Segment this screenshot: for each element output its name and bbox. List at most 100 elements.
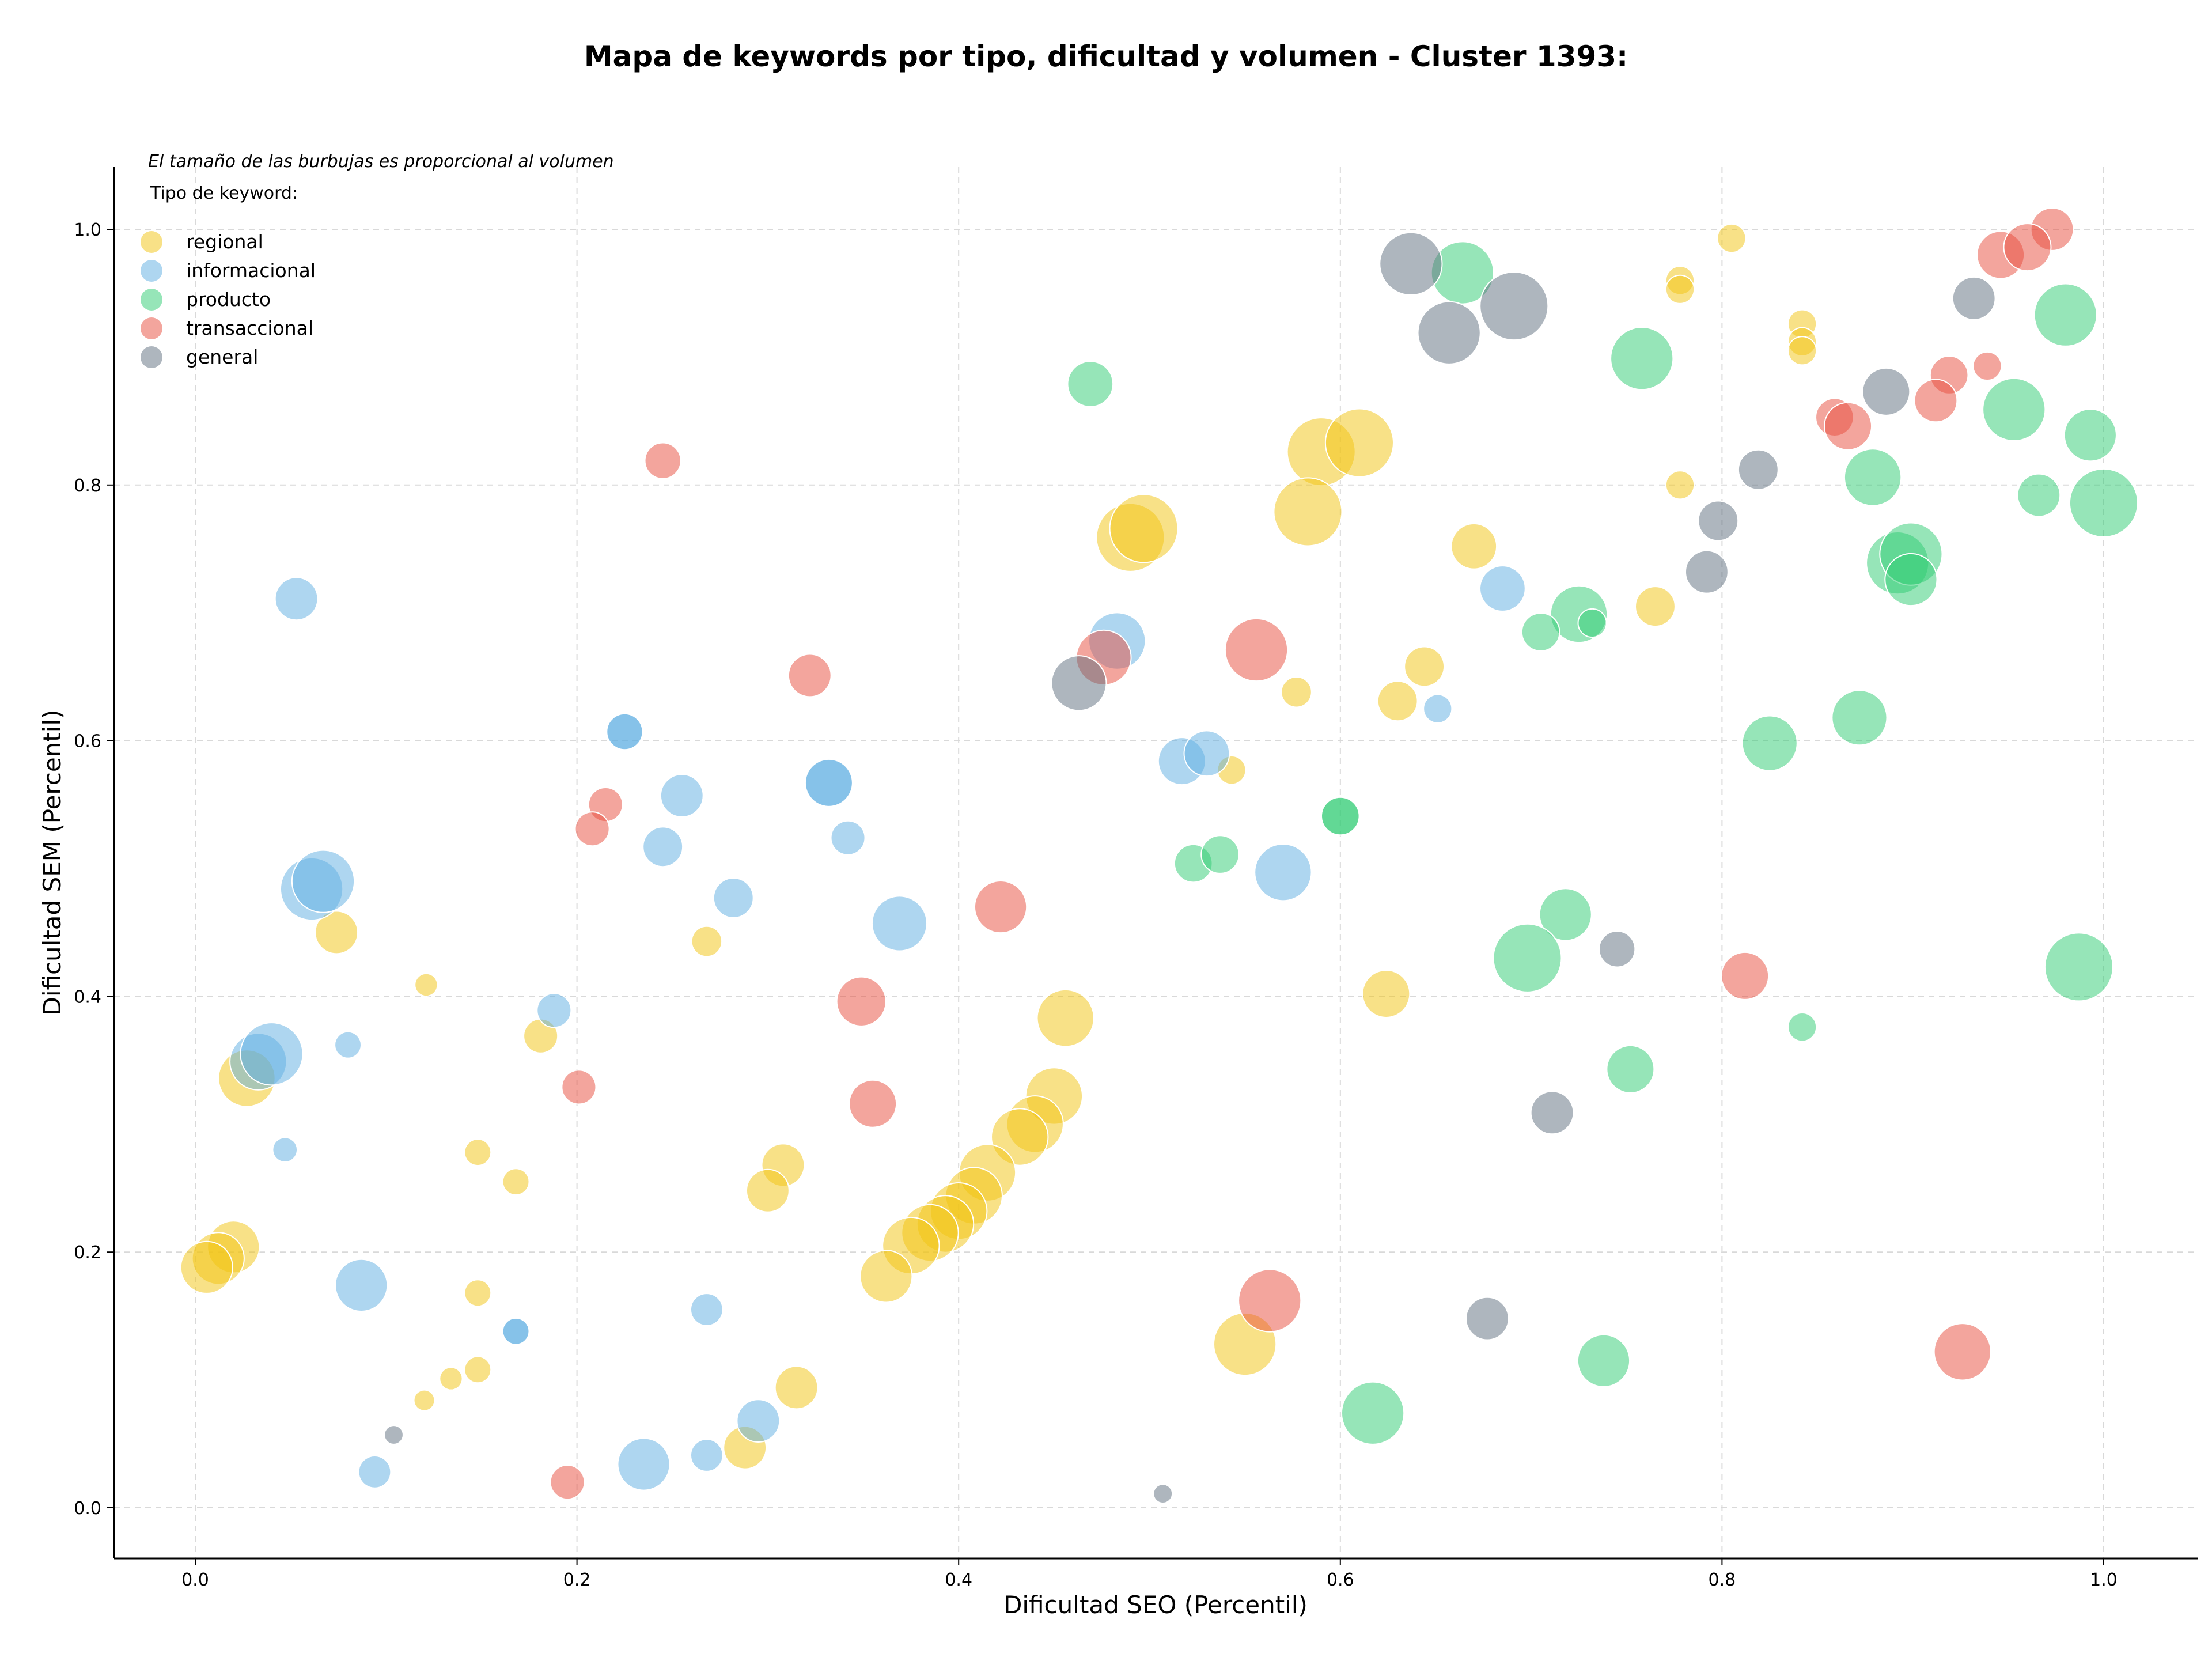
bubbles	[180, 207, 2139, 1504]
bubble-regional	[1324, 408, 1394, 478]
bubble-transaccional	[561, 1069, 597, 1105]
bubble-producto	[2017, 473, 2061, 517]
bubble-informacional	[240, 1022, 304, 1086]
x-tick-label: 0.0	[181, 1570, 209, 1590]
bubble-informacional	[617, 1437, 671, 1491]
bubble-general	[1952, 276, 1996, 320]
bubble-regional	[464, 1279, 492, 1307]
bubble-general	[1051, 655, 1107, 712]
bubble-transaccional	[1224, 618, 1289, 682]
y-tick-label: 0.0	[74, 1499, 101, 1519]
bubble-regional	[1109, 494, 1179, 563]
bubble-regional	[1377, 680, 1418, 722]
bubble-general	[384, 1425, 404, 1445]
bubble-general	[1698, 500, 1739, 542]
bubble-regional	[1717, 223, 1747, 253]
bubble-regional	[774, 1365, 819, 1410]
bubble-producto	[1843, 448, 1902, 506]
bubble-regional	[1404, 646, 1445, 687]
y-tick-label: 1.0	[74, 220, 101, 240]
bubble-informacional	[1183, 730, 1230, 777]
bubble-regional	[180, 1240, 233, 1294]
bubble-producto	[1831, 690, 1888, 746]
x-tick-label: 0.2	[563, 1570, 591, 1590]
bubble-producto	[2033, 283, 2097, 347]
bubble-general	[1530, 1091, 1574, 1135]
bubble-transaccional	[849, 1079, 897, 1128]
bubble-general	[1479, 271, 1549, 341]
series-transaccional	[550, 207, 2074, 1500]
bubble-informacional	[1254, 843, 1312, 902]
bubble-transaccional	[1721, 951, 1770, 1000]
bubble-producto	[1577, 608, 1607, 638]
bubble-informacional	[335, 1258, 388, 1312]
bubble-regional	[691, 925, 723, 958]
bubble-transaccional	[2003, 223, 2052, 272]
bubble-producto	[1610, 326, 1674, 391]
bubble-transaccional	[974, 880, 1028, 934]
bubble-regional	[1036, 989, 1094, 1047]
bubble-informacional	[536, 993, 572, 1028]
bubble-regional	[502, 1168, 530, 1196]
bubble-informacional	[713, 877, 754, 918]
series-producto	[1067, 241, 2139, 1445]
bubble-producto	[1884, 553, 1938, 607]
y-tick-label: 0.6	[74, 732, 101, 752]
bubble-informacional	[1479, 565, 1526, 612]
bubble-regional	[1787, 336, 1817, 366]
bubble-producto	[2044, 932, 2113, 1002]
legend-items: regional informacional producto transaccion…	[141, 230, 316, 368]
bubble-producto	[1741, 715, 1798, 771]
bubble-regional	[859, 1250, 913, 1303]
bubble-producto	[1067, 361, 1114, 407]
bubble-producto	[1341, 1381, 1405, 1445]
bubble-informacional	[606, 713, 643, 751]
bubble-informacional	[502, 1317, 530, 1345]
bubble-informacional	[690, 1293, 724, 1326]
bubble-general	[1737, 449, 1779, 490]
x-tick-label: 0.8	[1709, 1570, 1736, 1590]
x-tick-label: 0.6	[1327, 1570, 1354, 1590]
bubble-informacional	[690, 1439, 724, 1472]
bubble-informacional	[272, 1137, 298, 1163]
bubble-informacional	[334, 1031, 362, 1059]
x-tick-label: 1.0	[2090, 1570, 2118, 1590]
legend-marker-general	[141, 346, 162, 368]
bubble-producto	[1200, 835, 1240, 874]
bubble-producto	[1577, 1334, 1631, 1387]
bubble-informacional	[1423, 694, 1453, 724]
bubble-producto	[1521, 612, 1560, 652]
legend-label-general: general	[186, 346, 258, 368]
bubble-general	[1862, 367, 1911, 416]
bubble-regional	[1635, 586, 1676, 627]
bubble-informacional	[830, 820, 866, 856]
legend-label-regional: regional	[186, 230, 263, 253]
bubble-producto	[1493, 923, 1562, 993]
bubble-informacional	[274, 577, 319, 621]
legend-marker-transaccional	[141, 317, 162, 339]
series-informacional	[229, 565, 1526, 1491]
bubble-informacional	[291, 849, 355, 913]
bubble-regional	[1665, 470, 1695, 500]
bubble-informacional	[642, 826, 684, 868]
bubble-producto	[1787, 1012, 1817, 1042]
bubble-regional	[413, 1389, 435, 1412]
bubble-regional	[315, 910, 359, 955]
x-axis-label: Dificultad SEO (Percentil)	[1003, 1591, 1308, 1619]
bubble-producto	[1606, 1045, 1655, 1094]
bubble-general	[1417, 301, 1481, 365]
bubble-informacional	[358, 1455, 392, 1489]
bubble-regional	[414, 973, 438, 997]
y-axis-label: Dificultad SEM (Percentil)	[38, 710, 66, 1016]
bubble-transaccional	[836, 976, 887, 1027]
bubble-regional	[746, 1168, 790, 1213]
series-regional	[180, 223, 1817, 1470]
legend-label-transaccional: transaccional	[186, 317, 313, 339]
bubble-producto	[2063, 408, 2117, 462]
bubble-regional	[1450, 523, 1498, 570]
legend-marker-regional	[141, 231, 162, 253]
bubble-general	[1465, 1296, 1509, 1341]
bubble-regional	[464, 1356, 492, 1384]
bubble-regional	[439, 1367, 463, 1391]
